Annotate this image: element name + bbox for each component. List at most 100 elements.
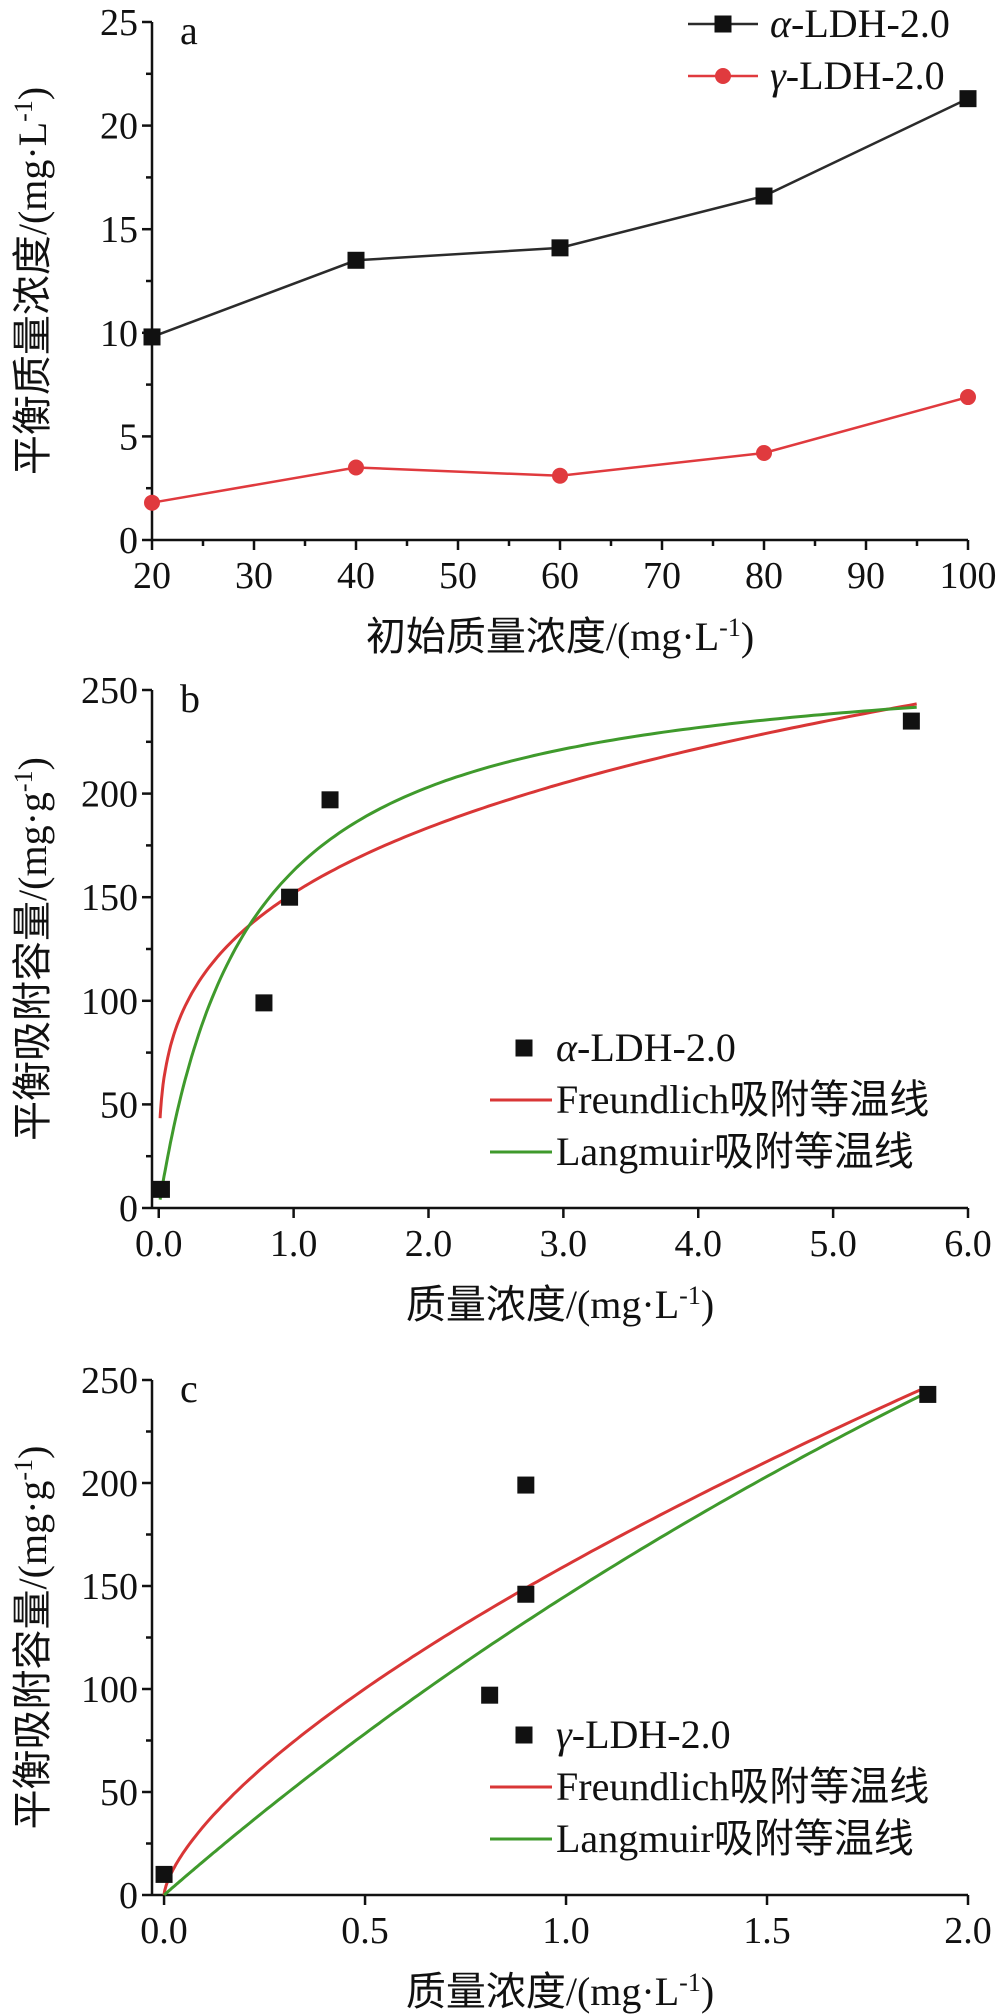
- y-tick-label: 5: [119, 416, 138, 458]
- x-tick-label: 6.0: [944, 1223, 992, 1265]
- chart-panel-b: 0.0 1.0 2.0 3.0 4.0 5.0 6.0 0 50 100 150 200 250 b 质量浓…: [9, 670, 992, 1327]
- panel-letter: c: [180, 1366, 198, 1411]
- x-tick-label: 80: [745, 555, 783, 597]
- data-point: [756, 444, 772, 461]
- data-point: [551, 239, 569, 257]
- x-tick-label: 20: [133, 555, 171, 597]
- data-point: [348, 459, 364, 476]
- data-point: [144, 494, 160, 511]
- x-tick-label: 60: [541, 555, 579, 597]
- legend-marker: [715, 68, 731, 84]
- x-tick-label: 2.0: [944, 1910, 992, 1952]
- y-tick-label: 0: [119, 1188, 138, 1230]
- y-tick-label: 10: [100, 313, 138, 355]
- legend-label: Freundlich吸附等温线: [556, 1764, 929, 1809]
- x-tick-label: 90: [847, 555, 885, 597]
- data-point: [155, 1865, 173, 1883]
- legend-label: γ-LDH-2.0: [556, 1712, 731, 1757]
- fit-curve-langmuir: [158, 705, 917, 1200]
- series-1: [144, 389, 976, 511]
- fit-curve-freundlich: [158, 702, 917, 1119]
- y-axis-title: 平衡质量浓度/(mg·L-1): [9, 87, 55, 475]
- x-tick-label: 40: [337, 555, 375, 597]
- series-line: [151, 395, 969, 504]
- x-tick-label: 0.5: [341, 1910, 389, 1952]
- y-tick-label: 100: [81, 981, 138, 1023]
- data-point: [902, 712, 920, 730]
- legend-entry-fit-0: Freundlich吸附等温线: [490, 1077, 929, 1122]
- legend-entry-fit-1: Langmuir吸附等温线: [490, 1816, 914, 1861]
- legend-marker: [714, 15, 732, 33]
- y-tick-label: 20: [100, 106, 138, 148]
- legend-marker: [515, 1726, 533, 1744]
- series-0: [143, 90, 977, 346]
- y-tick-label: 100: [81, 1669, 138, 1711]
- x-tick-label: 4.0: [674, 1223, 722, 1265]
- y-tick-label: 50: [100, 1084, 138, 1126]
- x-tick-label: 1.5: [743, 1910, 791, 1952]
- y-tick-label: 150: [81, 1566, 138, 1608]
- legend-entry-points: γ-LDH-2.0: [515, 1712, 731, 1757]
- y-axis-title: 平衡吸附容量/(mg·g-1): [9, 1446, 55, 1830]
- data-point: [552, 467, 568, 484]
- data-point: [481, 1686, 499, 1704]
- legend-label: α-LDH-2.0: [770, 1, 950, 46]
- data-point: [255, 994, 273, 1012]
- data-point: [960, 389, 976, 406]
- y-tick-label: 0: [119, 520, 138, 562]
- y-tick-label: 15: [100, 209, 138, 251]
- x-tick-label: 70: [643, 555, 681, 597]
- x-axis-title: 初始质量浓度/(mg·L-1): [366, 613, 754, 659]
- legend-label: Freundlich吸附等温线: [556, 1077, 929, 1122]
- data-point: [919, 1385, 937, 1403]
- panel-letter: b: [180, 676, 200, 721]
- fit-curve-freundlich: [162, 1388, 921, 1896]
- panel-letter: a: [180, 8, 198, 53]
- data-point: [517, 1585, 535, 1603]
- y-tick-label: 0: [119, 1875, 138, 1917]
- data-point: [959, 90, 977, 108]
- x-tick-label: 30: [235, 555, 273, 597]
- legend-label: Langmuir吸附等温线: [556, 1129, 914, 1174]
- legend-marker: [515, 1039, 533, 1057]
- data-point: [755, 187, 773, 205]
- y-axis-title: 平衡吸附容量/(mg·g-1): [9, 757, 55, 1141]
- legend-entry-fit-1: Langmuir吸附等温线: [490, 1129, 914, 1174]
- y-tick-label: 250: [81, 670, 138, 712]
- legend-entry-points: α-LDH-2.0: [515, 1025, 736, 1070]
- y-tick-label: 25: [100, 2, 138, 44]
- legend-entry-fit-0: Freundlich吸附等温线: [490, 1764, 929, 1809]
- y-tick-label: 250: [81, 1360, 138, 1402]
- chart-panel-c: 0.0 0.5 1.0 1.5 2.0 0 50 100 150 200 250 c 质量浓度/(mg·…: [9, 1360, 992, 2014]
- x-tick-label: 100: [940, 555, 997, 597]
- data-point: [281, 888, 299, 906]
- x-tick-label: 50: [439, 555, 477, 597]
- y-tick-label: 200: [81, 1463, 138, 1505]
- x-tick-label: 0.0: [135, 1223, 183, 1265]
- data-point: [143, 328, 161, 346]
- x-tick-label: 1.0: [270, 1223, 318, 1265]
- y-tick-label: 150: [81, 877, 138, 919]
- y-tick-label: 50: [100, 1772, 138, 1814]
- data-point: [517, 1476, 535, 1494]
- x-tick-label: 0.0: [140, 1910, 188, 1952]
- fit-curve-langmuir: [163, 1394, 921, 1897]
- legend-label: α-LDH-2.0: [556, 1025, 736, 1070]
- data-point: [347, 251, 365, 269]
- legend-entry-1: γ-LDH-2.0: [688, 53, 945, 98]
- x-tick-label: 5.0: [809, 1223, 857, 1265]
- x-axis-title: 质量浓度/(mg·L-1): [406, 1281, 714, 1327]
- chart-panel-a: 20 30 40 50 60 70 80 90 100 0 5 10 15 20 25 a 初始质量浓度/(mg…: [9, 1, 997, 659]
- legend-entry-0: α-LDH-2.0: [688, 1, 950, 46]
- data-point: [152, 1180, 170, 1198]
- x-tick-label: 2.0: [405, 1223, 453, 1265]
- legend-label: γ-LDH-2.0: [770, 53, 945, 98]
- y-tick-label: 200: [81, 774, 138, 816]
- x-tick-label: 1.0: [542, 1910, 590, 1952]
- x-axis-title: 质量浓度/(mg·L-1): [406, 1968, 714, 2014]
- legend-label: Langmuir吸附等温线: [556, 1816, 914, 1861]
- x-tick-label: 3.0: [540, 1223, 588, 1265]
- data-point: [321, 791, 339, 809]
- series-line: [151, 97, 969, 339]
